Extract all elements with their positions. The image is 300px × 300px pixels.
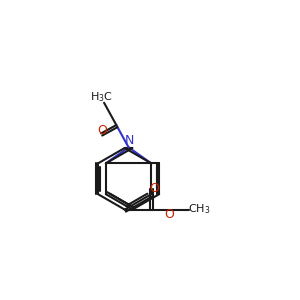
- Text: H$_3$C: H$_3$C: [90, 90, 113, 104]
- Text: O: O: [164, 208, 174, 221]
- Text: CH$_3$: CH$_3$: [188, 203, 211, 217]
- Text: O: O: [149, 182, 159, 195]
- Text: N: N: [125, 134, 135, 147]
- Text: O: O: [98, 124, 107, 137]
